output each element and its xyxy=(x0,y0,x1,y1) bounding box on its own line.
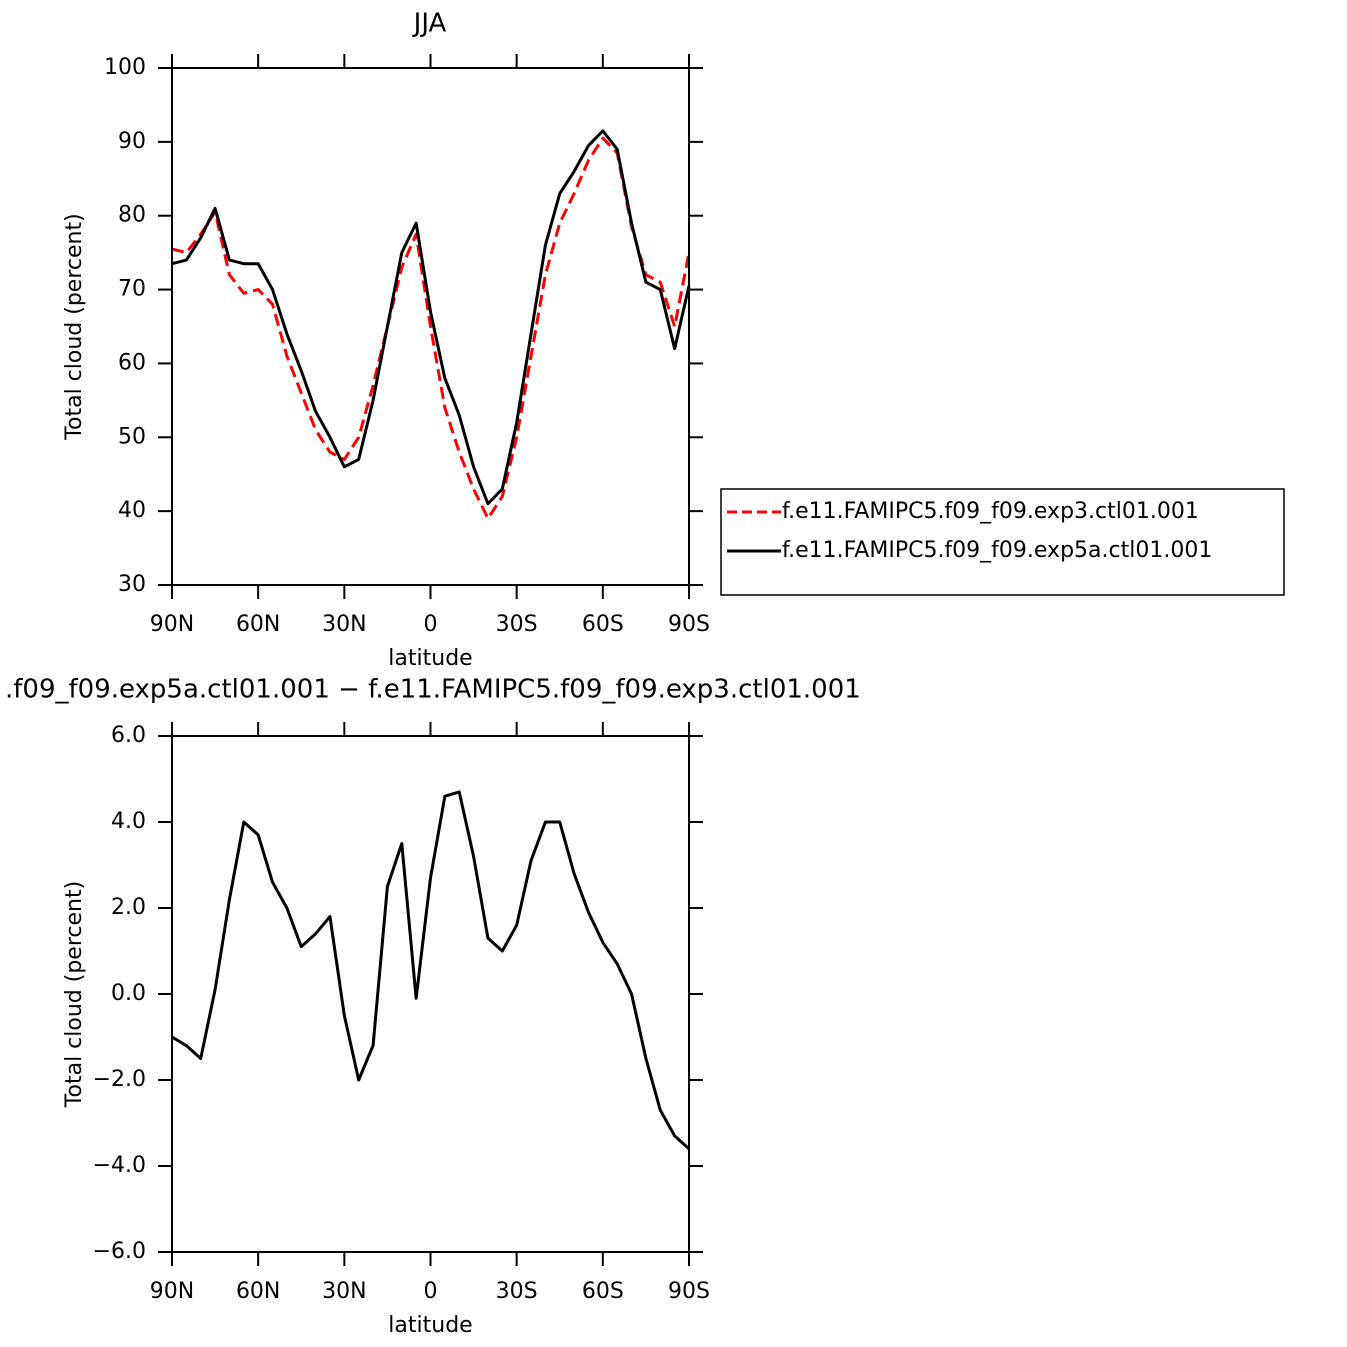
y-tick-label: 6.0 xyxy=(111,723,146,748)
plot-frame xyxy=(171,67,690,586)
data-line xyxy=(171,136,691,521)
y-tick-label: 80 xyxy=(118,203,146,228)
y-tick-label: 2.0 xyxy=(111,895,146,920)
legend-label: f.e11.FAMIPC5.f09_f09.exp5a.ctl01.001 xyxy=(782,538,1212,563)
y-tick-label: 90 xyxy=(118,129,146,154)
x-tick-label: 60N xyxy=(236,1279,280,1304)
y-tick-label: 4.0 xyxy=(111,809,146,834)
y-axis-label: Total cloud (percent) xyxy=(62,213,87,440)
y-tick-label: 60 xyxy=(118,350,146,375)
x-tick-label: 0 xyxy=(424,612,438,637)
y-tick-label: 0.0 xyxy=(111,981,146,1006)
x-tick-label: 90S xyxy=(668,1279,710,1304)
y-tick-label: 50 xyxy=(118,424,146,449)
x-tick-label: 0 xyxy=(424,1279,438,1304)
y-tick-label: 100 xyxy=(104,55,146,80)
x-tick-label: 60S xyxy=(582,612,624,637)
x-tick-label: 90S xyxy=(668,612,710,637)
x-tick-label: 30S xyxy=(496,612,538,637)
x-axis-label: latitude xyxy=(388,1313,472,1338)
x-axis-label: latitude xyxy=(388,646,472,671)
x-tick-label: 90N xyxy=(150,612,194,637)
x-tick-label: 90N xyxy=(150,1279,194,1304)
legend-label: f.e11.FAMIPC5.f09_f09.exp3.ctl01.001 xyxy=(782,499,1199,524)
data-line xyxy=(171,790,691,1150)
data-line xyxy=(171,129,691,506)
y-tick-label: 30 xyxy=(118,572,146,597)
x-tick-label: 60N xyxy=(236,612,280,637)
y-tick-label: 70 xyxy=(118,277,146,302)
x-tick-label: 30N xyxy=(322,1279,366,1304)
y-tick-label: −4.0 xyxy=(93,1153,146,1178)
plot-frame xyxy=(171,735,690,1253)
chart-title: JJA xyxy=(412,9,447,39)
y-axis-label: Total cloud (percent) xyxy=(62,881,87,1108)
x-tick-label: 60S xyxy=(582,1279,624,1304)
legend-box xyxy=(720,488,1285,596)
x-tick-label: 30S xyxy=(496,1279,538,1304)
x-tick-label: 30N xyxy=(322,612,366,637)
y-tick-label: −2.0 xyxy=(93,1067,146,1092)
y-tick-label: −6.0 xyxy=(93,1239,146,1264)
y-tick-label: 40 xyxy=(118,498,146,523)
chart-title: .f09_f09.exp5a.ctl01.001 − f.e11.FAMIPC5… xyxy=(5,675,861,705)
